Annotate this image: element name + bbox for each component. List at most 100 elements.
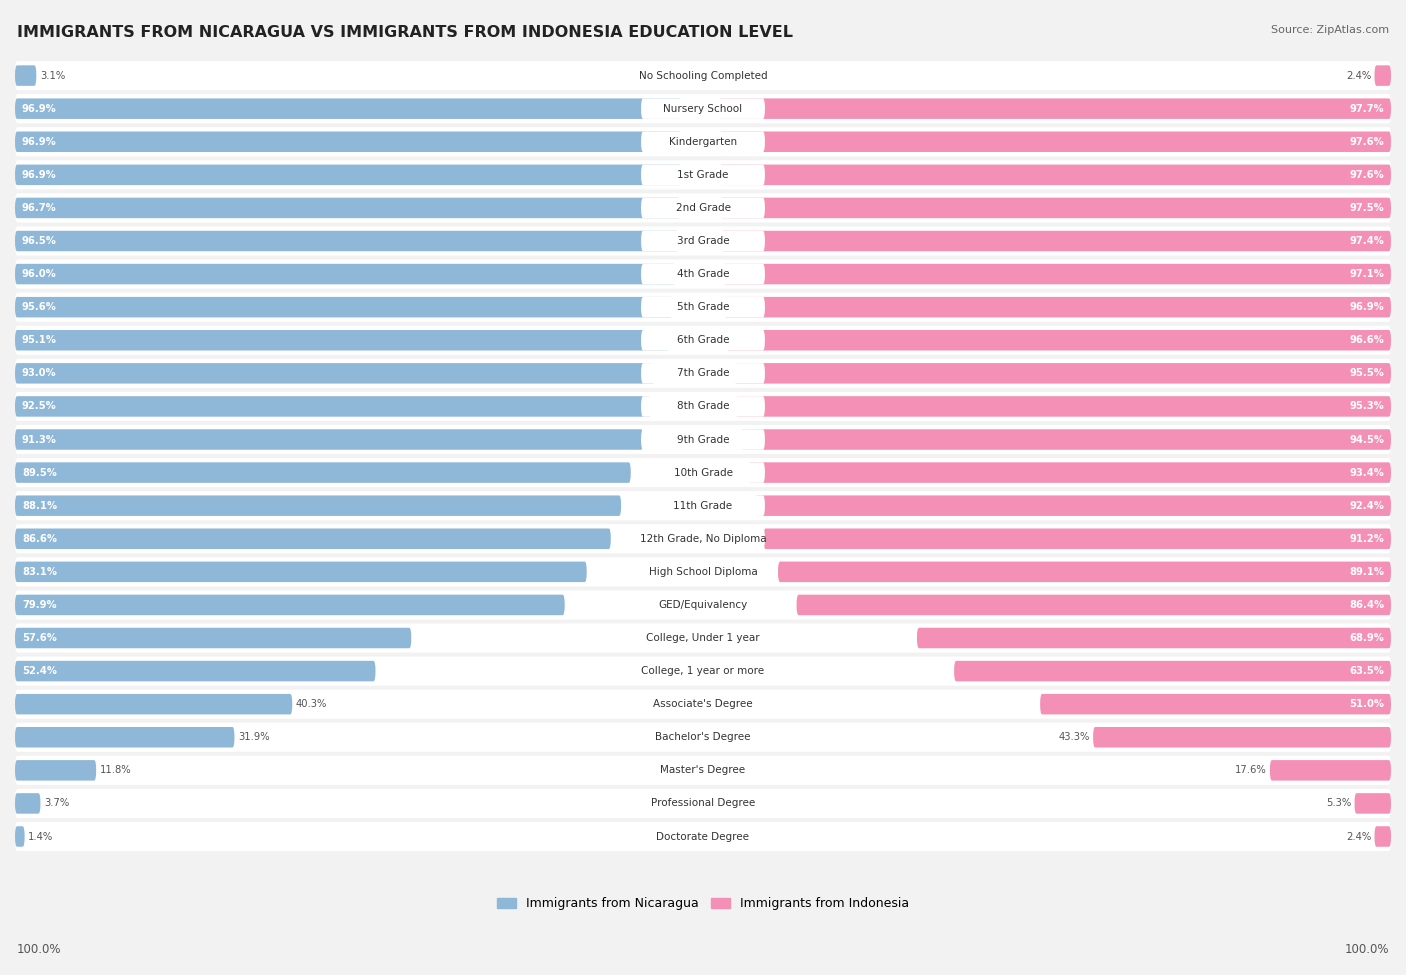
FancyBboxPatch shape: [797, 595, 1391, 615]
FancyBboxPatch shape: [641, 794, 765, 814]
Text: 91.2%: 91.2%: [1350, 533, 1384, 544]
Text: 95.3%: 95.3%: [1350, 402, 1384, 411]
FancyBboxPatch shape: [641, 330, 765, 351]
FancyBboxPatch shape: [641, 396, 765, 416]
Text: 40.3%: 40.3%: [295, 699, 328, 709]
FancyBboxPatch shape: [15, 264, 675, 285]
FancyBboxPatch shape: [724, 297, 1391, 318]
Text: 100.0%: 100.0%: [1344, 943, 1389, 956]
Text: 95.6%: 95.6%: [22, 302, 56, 312]
Text: Kindergarten: Kindergarten: [669, 136, 737, 147]
Text: 96.9%: 96.9%: [1350, 302, 1384, 312]
FancyBboxPatch shape: [720, 165, 1391, 185]
Text: 92.4%: 92.4%: [1350, 501, 1384, 511]
Text: 52.4%: 52.4%: [22, 666, 56, 676]
Text: 91.3%: 91.3%: [22, 435, 56, 445]
FancyBboxPatch shape: [15, 363, 655, 383]
FancyBboxPatch shape: [720, 198, 1391, 218]
FancyBboxPatch shape: [15, 392, 1391, 421]
FancyBboxPatch shape: [15, 231, 679, 252]
Text: 96.9%: 96.9%: [22, 170, 56, 179]
FancyBboxPatch shape: [720, 132, 1391, 152]
FancyBboxPatch shape: [15, 65, 37, 86]
Text: Professional Degree: Professional Degree: [651, 799, 755, 808]
FancyBboxPatch shape: [723, 264, 1391, 285]
FancyBboxPatch shape: [641, 495, 765, 516]
FancyBboxPatch shape: [1040, 694, 1391, 715]
Text: 11th Grade: 11th Grade: [673, 501, 733, 511]
Text: 57.6%: 57.6%: [22, 633, 56, 643]
FancyBboxPatch shape: [641, 528, 765, 549]
Text: 94.5%: 94.5%: [1350, 435, 1384, 445]
FancyBboxPatch shape: [641, 264, 765, 285]
Text: 96.0%: 96.0%: [22, 269, 56, 279]
Text: 88.1%: 88.1%: [22, 501, 58, 511]
Text: 5th Grade: 5th Grade: [676, 302, 730, 312]
Text: 96.6%: 96.6%: [1350, 335, 1384, 345]
Text: 5.3%: 5.3%: [1326, 799, 1351, 808]
Text: 96.7%: 96.7%: [22, 203, 56, 213]
Text: 89.5%: 89.5%: [22, 468, 56, 478]
FancyBboxPatch shape: [718, 98, 1391, 119]
FancyBboxPatch shape: [15, 525, 1391, 554]
FancyBboxPatch shape: [755, 495, 1391, 516]
FancyBboxPatch shape: [734, 363, 1391, 383]
FancyBboxPatch shape: [15, 760, 96, 781]
FancyBboxPatch shape: [721, 231, 1391, 252]
FancyBboxPatch shape: [15, 656, 1391, 685]
Text: 3.1%: 3.1%: [39, 70, 65, 81]
FancyBboxPatch shape: [15, 491, 1391, 521]
FancyBboxPatch shape: [15, 425, 1391, 454]
Text: 12th Grade, No Diploma: 12th Grade, No Diploma: [640, 533, 766, 544]
FancyBboxPatch shape: [15, 160, 1391, 189]
FancyBboxPatch shape: [15, 259, 1391, 289]
FancyBboxPatch shape: [15, 794, 41, 814]
Text: 9th Grade: 9th Grade: [676, 435, 730, 445]
FancyBboxPatch shape: [15, 226, 1391, 255]
FancyBboxPatch shape: [641, 231, 765, 252]
FancyBboxPatch shape: [727, 330, 1391, 351]
Text: 8th Grade: 8th Grade: [676, 402, 730, 411]
FancyBboxPatch shape: [15, 562, 586, 582]
FancyBboxPatch shape: [15, 495, 621, 516]
FancyBboxPatch shape: [15, 193, 1391, 222]
FancyBboxPatch shape: [641, 297, 765, 318]
FancyBboxPatch shape: [15, 165, 682, 185]
FancyBboxPatch shape: [735, 396, 1391, 416]
FancyBboxPatch shape: [1375, 65, 1391, 86]
FancyBboxPatch shape: [1270, 760, 1391, 781]
Text: 4th Grade: 4th Grade: [676, 269, 730, 279]
Text: 2.4%: 2.4%: [1346, 70, 1371, 81]
FancyBboxPatch shape: [15, 396, 651, 416]
Text: Bachelor's Degree: Bachelor's Degree: [655, 732, 751, 742]
FancyBboxPatch shape: [15, 462, 631, 483]
Text: 3.7%: 3.7%: [44, 799, 69, 808]
FancyBboxPatch shape: [641, 65, 765, 86]
FancyBboxPatch shape: [15, 429, 643, 449]
FancyBboxPatch shape: [15, 132, 682, 152]
FancyBboxPatch shape: [641, 628, 765, 648]
Text: College, 1 year or more: College, 1 year or more: [641, 666, 765, 676]
Legend: Immigrants from Nicaragua, Immigrants from Indonesia: Immigrants from Nicaragua, Immigrants fr…: [492, 892, 914, 916]
Text: 93.4%: 93.4%: [1350, 468, 1384, 478]
Text: IMMIGRANTS FROM NICARAGUA VS IMMIGRANTS FROM INDONESIA EDUCATION LEVEL: IMMIGRANTS FROM NICARAGUA VS IMMIGRANTS …: [17, 25, 793, 40]
FancyBboxPatch shape: [641, 562, 765, 582]
Text: 1st Grade: 1st Grade: [678, 170, 728, 179]
FancyBboxPatch shape: [955, 661, 1391, 682]
Text: 97.6%: 97.6%: [1350, 170, 1384, 179]
FancyBboxPatch shape: [741, 429, 1391, 449]
FancyBboxPatch shape: [763, 528, 1391, 549]
FancyBboxPatch shape: [1375, 826, 1391, 846]
FancyBboxPatch shape: [641, 462, 765, 483]
Text: 97.1%: 97.1%: [1350, 269, 1384, 279]
FancyBboxPatch shape: [641, 595, 765, 615]
Text: Source: ZipAtlas.com: Source: ZipAtlas.com: [1271, 25, 1389, 35]
FancyBboxPatch shape: [641, 363, 765, 383]
FancyBboxPatch shape: [15, 689, 1391, 719]
Text: 51.0%: 51.0%: [1350, 699, 1384, 709]
Text: 43.3%: 43.3%: [1059, 732, 1090, 742]
FancyBboxPatch shape: [15, 789, 1391, 818]
FancyBboxPatch shape: [15, 628, 412, 648]
Text: 63.5%: 63.5%: [1350, 666, 1384, 676]
FancyBboxPatch shape: [15, 822, 1391, 851]
